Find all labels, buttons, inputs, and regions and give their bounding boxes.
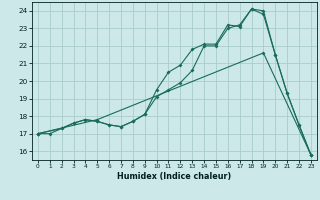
X-axis label: Humidex (Indice chaleur): Humidex (Indice chaleur)	[117, 172, 232, 181]
